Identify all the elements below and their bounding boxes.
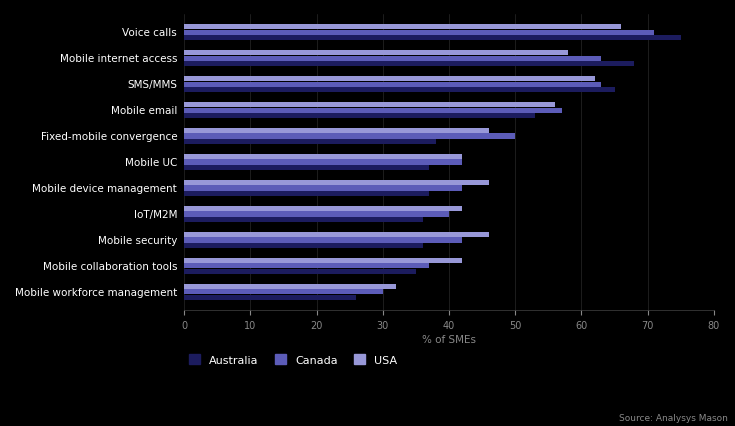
Bar: [184, 25, 621, 30]
Bar: [184, 88, 614, 93]
Legend: Australia, Canada, USA: Australia, Canada, USA: [184, 350, 402, 370]
Bar: [184, 103, 555, 108]
Bar: [184, 108, 562, 113]
Text: Source: Analysys Mason: Source: Analysys Mason: [619, 413, 728, 422]
Bar: [184, 82, 601, 87]
Bar: [184, 31, 654, 36]
Bar: [184, 160, 462, 165]
Bar: [184, 154, 462, 159]
Bar: [184, 238, 462, 243]
Bar: [184, 62, 634, 67]
Bar: [184, 140, 436, 145]
Bar: [184, 186, 462, 191]
Bar: [184, 212, 449, 217]
Bar: [184, 180, 489, 185]
Bar: [184, 264, 429, 269]
Bar: [184, 269, 416, 274]
Bar: [184, 218, 423, 223]
Bar: [184, 114, 535, 119]
Bar: [184, 51, 568, 56]
Bar: [184, 77, 595, 82]
Bar: [184, 258, 462, 263]
Bar: [184, 295, 356, 300]
X-axis label: % of SMEs: % of SMEs: [422, 334, 476, 344]
Bar: [184, 232, 489, 237]
Bar: [184, 192, 429, 197]
Bar: [184, 57, 601, 62]
Bar: [184, 290, 383, 295]
Bar: [184, 206, 462, 211]
Bar: [184, 166, 429, 171]
Bar: [184, 284, 396, 289]
Bar: [184, 244, 423, 249]
Bar: [184, 134, 515, 139]
Bar: [184, 36, 681, 41]
Bar: [184, 129, 489, 134]
